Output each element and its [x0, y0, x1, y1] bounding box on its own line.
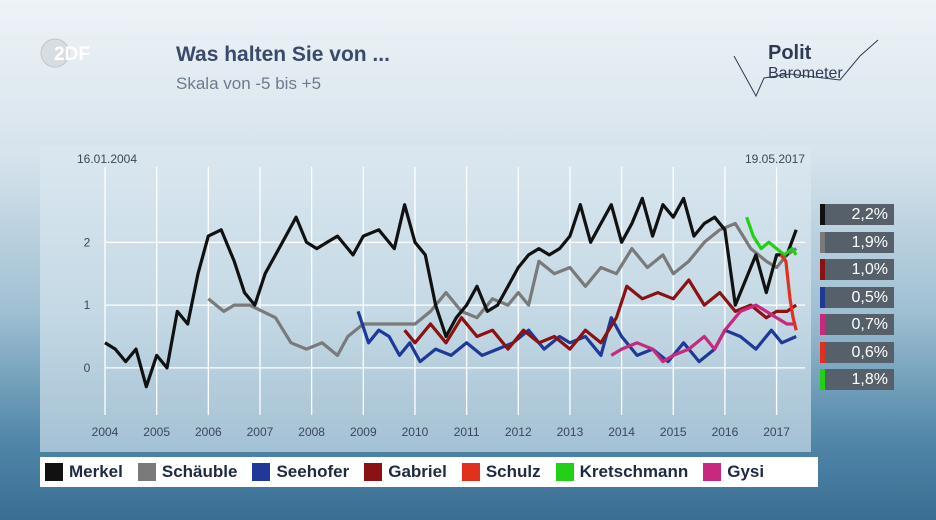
legend-label: Gysi [727, 462, 765, 481]
final-value-text: 1,9% [851, 233, 888, 251]
series-line-schuble [207, 221, 798, 357]
final-value-gysi: 0,7% [820, 314, 894, 335]
legend-swatch [252, 463, 271, 481]
line-chart: 16.01.2004 19.05.2017 2004 2005 2006 2007 20… [77, 152, 805, 439]
legend: Merkel Schäuble Seehofer Gabriel Schulz Krets… [40, 457, 818, 487]
brand-line-1: Polit [768, 42, 812, 64]
zdf-logo-text: 2DF [54, 44, 90, 65]
final-value-swatch [820, 286, 825, 308]
final-value-gabriel: 1,0% [820, 259, 894, 280]
x-tick-label: 2006 [195, 425, 222, 439]
final-value-text: 1,8% [851, 371, 888, 388]
final-value-schulz: 0,6% [820, 341, 894, 363]
x-tick-label: 2015 [660, 425, 687, 439]
final-value-swatch [820, 259, 825, 280]
x-tick-label: 2013 [557, 425, 584, 439]
legend-label: Schäuble [161, 462, 238, 481]
y-tick-label: 2 [84, 235, 91, 249]
x-tick-label: 2010 [402, 425, 429, 439]
final-value-swatch [820, 314, 825, 335]
legend-label: Merkel [69, 462, 123, 481]
legend-item: Schulz [461, 462, 541, 482]
final-value-text: 1,0% [851, 261, 888, 278]
x-tick-label: 2005 [143, 425, 170, 439]
final-value-swatch [820, 341, 825, 363]
legend-item: Gysi [703, 462, 764, 482]
axis-labels: 16.01.2004 19.05.2017 2004 2005 2006 2007 20… [77, 152, 805, 439]
date-start-label: 16.01.2004 [77, 152, 137, 166]
legend-item: Gabriel [364, 462, 447, 482]
x-tick-label: 2012 [505, 425, 532, 439]
final-value-seehofer: 0,5% [820, 286, 894, 308]
x-tick-label: 2017 [763, 425, 790, 439]
brand-line-2: Barometer [768, 65, 843, 82]
legend-label: Kretschmann [579, 462, 689, 481]
series-line-gabriel [403, 278, 798, 351]
final-value-swatch [820, 369, 825, 390]
series-line-merkel [104, 196, 798, 389]
final-value-swatch [820, 231, 825, 253]
x-tick-label: 2004 [92, 425, 119, 439]
legend-label: Gabriel [388, 462, 447, 481]
final-value-schuble: 1,9% [820, 231, 894, 253]
legend-swatch [137, 463, 156, 481]
legend-swatch [703, 463, 722, 481]
x-tick-label: 2011 [454, 425, 480, 439]
chart-area: 16.01.2004 19.05.2017 2004 2005 2006 2007 20… [40, 147, 811, 452]
legend-item: Merkel [45, 462, 123, 482]
y-tick-label: 1 [84, 298, 91, 312]
legend-swatch [364, 463, 383, 481]
legend-label: Seehofer [276, 462, 350, 481]
grid-lines [104, 167, 805, 415]
brand-check-icon [733, 39, 879, 98]
legend-item: Kretschmann [555, 462, 689, 482]
series-line-gysi [610, 303, 797, 364]
chart-subtitle: Skala von -5 bis +5 [176, 74, 322, 93]
x-tick-label: 2016 [712, 425, 739, 439]
series-lines [104, 196, 798, 389]
final-value-text: 0,6% [851, 343, 888, 361]
x-tick-label: 2008 [298, 425, 325, 439]
final-value-text: 2,2% [851, 206, 888, 223]
x-tick-label: 2014 [608, 425, 635, 439]
chart-title: Was halten Sie von ... [176, 43, 390, 66]
legend-item: Schäuble [137, 462, 238, 482]
legend-swatch [555, 463, 574, 481]
politbarometer-logo: Polit Barometer [730, 36, 880, 98]
series-line-seehofer [356, 310, 797, 364]
final-value-text: 0,7% [851, 316, 888, 333]
legend-swatch [45, 463, 63, 481]
date-end-label: 19.05.2017 [745, 152, 805, 166]
series-line-kretschmann [745, 216, 798, 257]
final-value-kretschmann: 1,8% [820, 369, 894, 390]
y-tick-label: 0 [84, 361, 91, 375]
final-value-text: 0,5% [851, 288, 888, 306]
x-tick-label: 2007 [247, 425, 274, 439]
final-value-merkel: 2,2% [820, 204, 894, 225]
legend-swatch [461, 463, 480, 481]
x-tick-label: 2009 [350, 425, 377, 439]
legend-item: Seehofer [252, 462, 349, 482]
series-line-schulz [779, 253, 798, 331]
final-value-swatch [820, 204, 825, 225]
zdf-logo: 2DF [40, 38, 90, 68]
legend-label: Schulz [485, 462, 541, 481]
